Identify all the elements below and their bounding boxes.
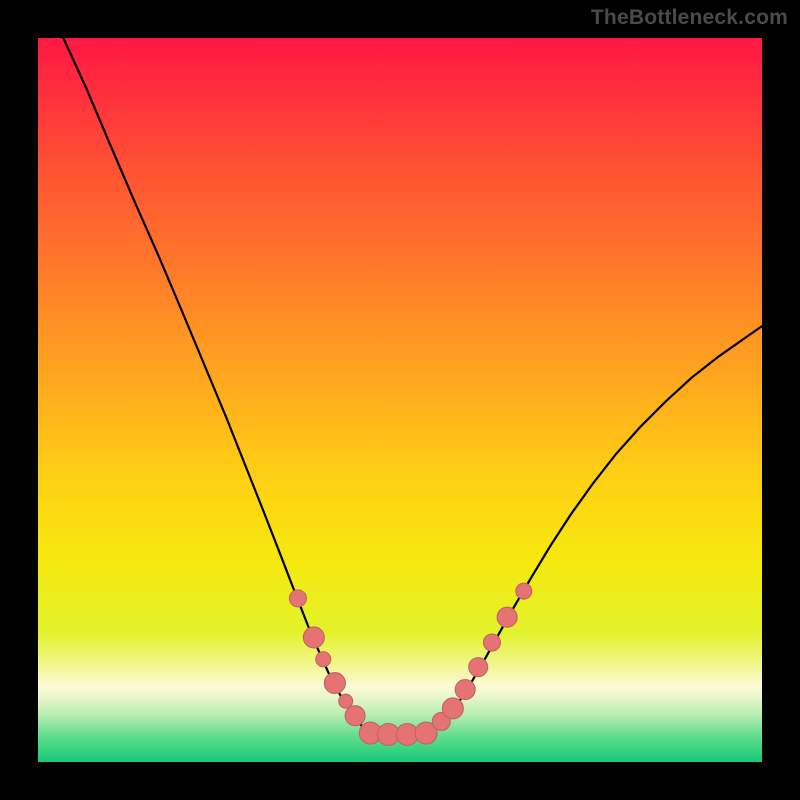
watermark-text: TheBottleneck.com [591, 6, 788, 30]
gradient-background [38, 38, 762, 762]
